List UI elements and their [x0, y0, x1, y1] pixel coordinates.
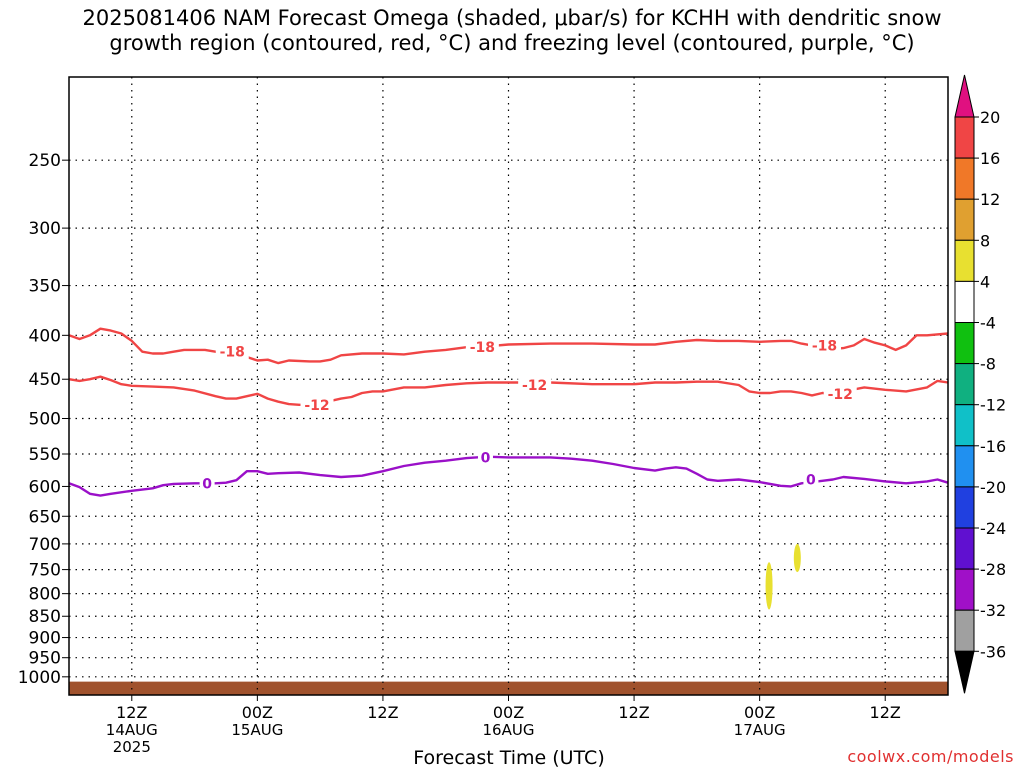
y-tick-label: 450: [29, 370, 61, 390]
x-tick-date-label: 2025: [113, 738, 151, 756]
contour-label: -18: [220, 345, 245, 361]
colorbar-bin: [954, 609, 975, 652]
contour-label-bg: [518, 376, 552, 393]
colorbar-bin: [954, 445, 975, 488]
colorbar-label: 20: [980, 108, 1000, 127]
contour-label-bg: [823, 385, 857, 402]
contour-label: -18: [812, 338, 837, 354]
y-tick-label: 550: [29, 445, 61, 465]
y-tick-label: 400: [29, 326, 61, 346]
x-axis-label: Forecast Time (UTC): [413, 747, 604, 768]
y-tick-label: 650: [29, 507, 61, 527]
contour-label-bg: [215, 343, 249, 360]
x-tick-label: 12Z: [116, 703, 147, 722]
contour-label: -18: [470, 340, 495, 356]
y-tick-label: 850: [29, 607, 61, 627]
colorbar-bin: [954, 322, 975, 365]
colorbar-bin: [954, 280, 975, 323]
colorbar-bin: [954, 486, 975, 529]
contour-label: -12: [304, 398, 329, 414]
colorbar-bin: [954, 116, 975, 159]
contour-label: 0: [202, 476, 212, 492]
contour-label-bg: [199, 475, 215, 492]
x-tick-label: 12Z: [367, 703, 398, 722]
colorbar-bin: [954, 239, 975, 282]
contour-label: 0: [806, 473, 816, 489]
colorbar-label: -28: [980, 560, 1006, 579]
colorbar-label: 12: [980, 190, 1000, 209]
colorbar-bin: [954, 198, 975, 241]
colorbar-label: -20: [980, 478, 1006, 497]
contour-label-bg: [808, 337, 842, 354]
dgz-contour-minus12: [68, 375, 949, 406]
x-tick-label: 12Z: [870, 703, 901, 722]
colorbar-bin: [954, 363, 975, 406]
y-tick-label: 800: [29, 585, 61, 605]
omega-shaded-region: [765, 562, 773, 610]
y-tick-label: 900: [29, 629, 61, 649]
title-line-1: 2025081406 NAM Forecast Omega (shaded, μ…: [82, 6, 942, 30]
y-tick-label: 750: [29, 561, 61, 581]
contour-label-bg: [465, 339, 499, 356]
y-tick-label: 500: [29, 409, 61, 429]
y-tick-label: 350: [29, 277, 61, 297]
x-tick-label: 00Z: [242, 703, 273, 722]
y-tick-label: 700: [29, 535, 61, 555]
colorbar-label: -12: [980, 396, 1006, 415]
colorbar-bin: [954, 527, 975, 570]
x-tick-date-label: 15AUG: [231, 721, 283, 739]
colorbar-label: 4: [980, 272, 990, 291]
y-tick-label: 950: [29, 649, 61, 669]
colorbar-label: 16: [980, 149, 1000, 168]
x-tick-label: 00Z: [744, 703, 775, 722]
colorbar-bin: [954, 404, 975, 447]
plot-frame: [68, 76, 949, 696]
contour-label: -12: [828, 387, 853, 403]
omega-shaded-region: [793, 543, 801, 573]
x-tick-date-label: 17AUG: [734, 721, 786, 739]
title-line-2: growth region (contoured, red, °C) and f…: [109, 31, 915, 55]
y-tick-label: 1000: [18, 668, 61, 688]
colorbar-label: -24: [980, 519, 1006, 538]
contour-label: -12: [522, 378, 547, 394]
y-tick-label: 250: [29, 151, 61, 171]
colorbar-bin: [954, 568, 975, 611]
colorbar-label: 8: [980, 231, 990, 250]
y-tick-label: 600: [29, 477, 61, 497]
x-tick-label: 12Z: [618, 703, 649, 722]
contour-label-bg: [300, 396, 334, 413]
x-tick-label: 00Z: [493, 703, 524, 722]
x-tick-date-label: 16AUG: [483, 721, 535, 739]
x-tick-date-label: 14AUG: [106, 721, 158, 739]
contour-label-bg: [803, 471, 819, 488]
colorbar-top-arrow: [954, 74, 975, 118]
colorbar-label: -16: [980, 437, 1006, 456]
y-tick-label: 300: [29, 219, 61, 239]
colorbar-bottom-arrow: [954, 650, 975, 694]
colorbar-label: -32: [980, 601, 1006, 620]
colorbar-label: -8: [980, 355, 996, 374]
contour-label: 0: [481, 450, 491, 466]
colorbar-label: -36: [980, 642, 1006, 661]
colorbar-label: -4: [980, 314, 996, 333]
chart-title: 2025081406 NAM Forecast Omega (shaded, μ…: [0, 6, 1024, 56]
credit-text: coolwx.com/models: [847, 747, 1014, 766]
contour-label-bg: [477, 449, 493, 466]
colorbar-bin: [954, 157, 975, 200]
